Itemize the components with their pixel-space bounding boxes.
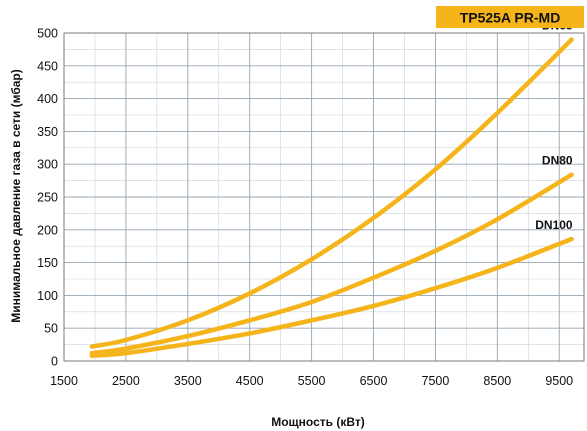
x-axis-ticks: 1500 2500 3500 4500 5500 6500 7500 8500 9500 [50, 374, 573, 388]
y-tick-label: 200 [37, 223, 58, 237]
y-tick-label: 300 [37, 158, 58, 172]
chart-badge-background [436, 6, 584, 28]
series-label-dn80: DN80 [542, 154, 573, 168]
plot-frame [63, 32, 585, 362]
y-axis-title: Минимальное давление газа в сети (мбар) [9, 69, 23, 323]
series-line-dn65 [89, 37, 574, 349]
y-tick-label: 400 [37, 92, 58, 106]
x-tick-label: 9500 [545, 374, 573, 388]
series-label-dn100: DN100 [535, 218, 573, 232]
series-line-dn100 [89, 236, 574, 358]
chart-badge: TP525A PR-MD [460, 10, 561, 26]
y-tick-label: 0 [51, 355, 58, 369]
y-axis-ticks: 0 50 100 150 200 250 300 350 400 450 500 [37, 27, 58, 369]
x-tick-label: 1500 [50, 374, 78, 388]
x-tick-label: 8500 [483, 374, 511, 388]
x-tick-label: 3500 [174, 374, 202, 388]
y-tick-label: 450 [37, 59, 58, 73]
x-axis-title: Мощность (кВт) [271, 415, 365, 429]
series-lines [89, 37, 574, 358]
x-tick-label: 5500 [298, 374, 326, 388]
y-tick-label: 50 [44, 322, 58, 336]
y-tick-label: 350 [37, 125, 58, 139]
series-line-dn80 [89, 172, 574, 356]
x-tick-label: 4500 [236, 374, 264, 388]
y-tick-label: 500 [37, 27, 58, 41]
y-tick-label: 150 [37, 256, 58, 270]
y-tick-label: 250 [37, 191, 58, 205]
x-tick-label: 6500 [360, 374, 388, 388]
series-labels: DN65DN80DN100 [535, 19, 573, 232]
x-tick-label: 2500 [112, 374, 140, 388]
x-tick-label: 7500 [422, 374, 450, 388]
y-tick-label: 100 [37, 289, 58, 303]
